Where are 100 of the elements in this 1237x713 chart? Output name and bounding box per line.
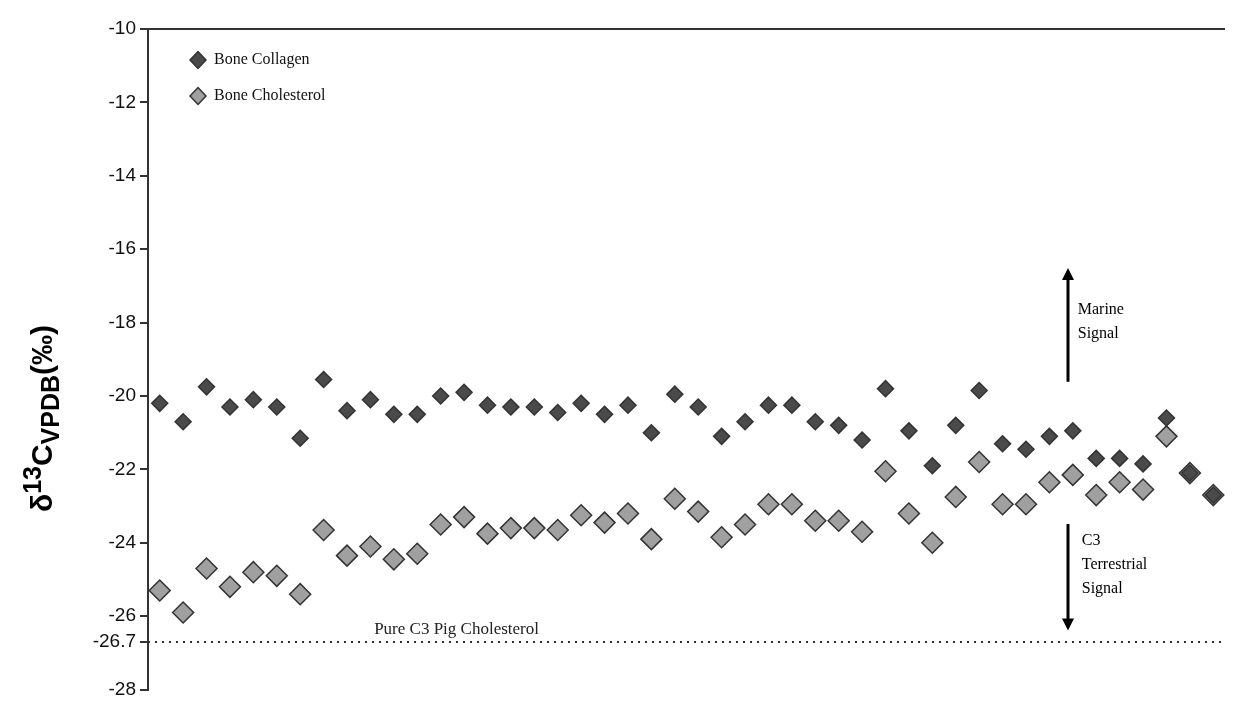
point (406, 542, 429, 566)
point (195, 557, 218, 580)
point (663, 487, 687, 511)
point (759, 396, 778, 414)
point (546, 518, 569, 542)
point (1134, 455, 1152, 473)
point (452, 505, 476, 529)
y-tick-label: -26 (108, 604, 136, 626)
point (921, 531, 944, 555)
point (827, 509, 850, 533)
y-tick-label: -28 (108, 677, 136, 699)
point (268, 398, 286, 416)
point (455, 383, 473, 402)
point (1038, 471, 1061, 494)
point (1040, 427, 1059, 446)
point (900, 422, 918, 440)
y-tick-label: -22 (108, 457, 136, 479)
point (595, 405, 614, 424)
annotation: C3 Terrestrial Signal (1081, 530, 1149, 599)
point (783, 396, 801, 414)
y-tick-label: -12 (108, 90, 136, 112)
point (733, 513, 757, 536)
point (382, 548, 406, 571)
point (642, 423, 661, 442)
y-tick-label: -16 (108, 237, 136, 259)
point (1064, 422, 1082, 440)
point (218, 575, 242, 599)
point (593, 511, 616, 534)
point (335, 544, 359, 567)
y-tick-label: -18 (108, 310, 136, 332)
point (476, 522, 499, 545)
y-tick-label: -14 (108, 164, 137, 186)
point (806, 412, 825, 431)
point (502, 398, 520, 416)
point (569, 504, 593, 527)
y-tick-label: -26.7 (92, 630, 136, 652)
point (171, 601, 195, 624)
point (853, 431, 871, 449)
point (174, 412, 192, 431)
point (619, 396, 637, 414)
point (312, 518, 335, 542)
point (1110, 449, 1129, 468)
y-tick-label: -24 (108, 531, 137, 553)
point (780, 493, 804, 516)
point (291, 429, 309, 447)
point (993, 434, 1012, 453)
point (736, 412, 754, 431)
point (970, 381, 988, 400)
point (757, 493, 780, 516)
point (1131, 478, 1155, 501)
point (429, 513, 452, 536)
point (686, 500, 710, 523)
point (897, 502, 921, 525)
point (572, 394, 590, 413)
point (408, 405, 426, 424)
point (804, 509, 827, 533)
point (385, 405, 403, 424)
point (197, 378, 216, 396)
point (244, 390, 263, 409)
point (338, 401, 356, 420)
point (616, 502, 640, 525)
point (876, 379, 895, 398)
annotation: Marine Signal (1077, 298, 1125, 344)
point (548, 403, 567, 422)
point (947, 416, 965, 435)
legend-label: Bone Cholesterol (214, 86, 327, 104)
point (499, 516, 523, 540)
point (829, 416, 848, 435)
point (523, 516, 546, 540)
point (1108, 471, 1131, 494)
point (1061, 463, 1085, 487)
point (361, 390, 380, 409)
point (850, 520, 874, 544)
point (1014, 493, 1038, 516)
point (991, 493, 1014, 516)
point (874, 459, 897, 483)
point (1084, 483, 1108, 507)
point (478, 396, 497, 414)
point (712, 427, 731, 446)
point (944, 485, 967, 509)
y-tick-label: -10 (108, 17, 136, 39)
point (640, 527, 663, 551)
point (265, 564, 289, 588)
point (1087, 449, 1105, 468)
point (150, 394, 169, 413)
point (525, 398, 544, 416)
point (710, 526, 733, 549)
point (1017, 440, 1035, 458)
point (242, 560, 265, 584)
point (288, 582, 312, 606)
point (1155, 425, 1178, 448)
point (221, 398, 239, 416)
point (431, 387, 450, 405)
point (359, 535, 382, 558)
point (689, 398, 707, 416)
point (148, 579, 171, 602)
point (666, 385, 684, 403)
y-tick-label: -20 (108, 384, 136, 406)
ref-line-label: Pure C3 Pig Cholesterol (374, 618, 540, 638)
point (314, 370, 333, 389)
